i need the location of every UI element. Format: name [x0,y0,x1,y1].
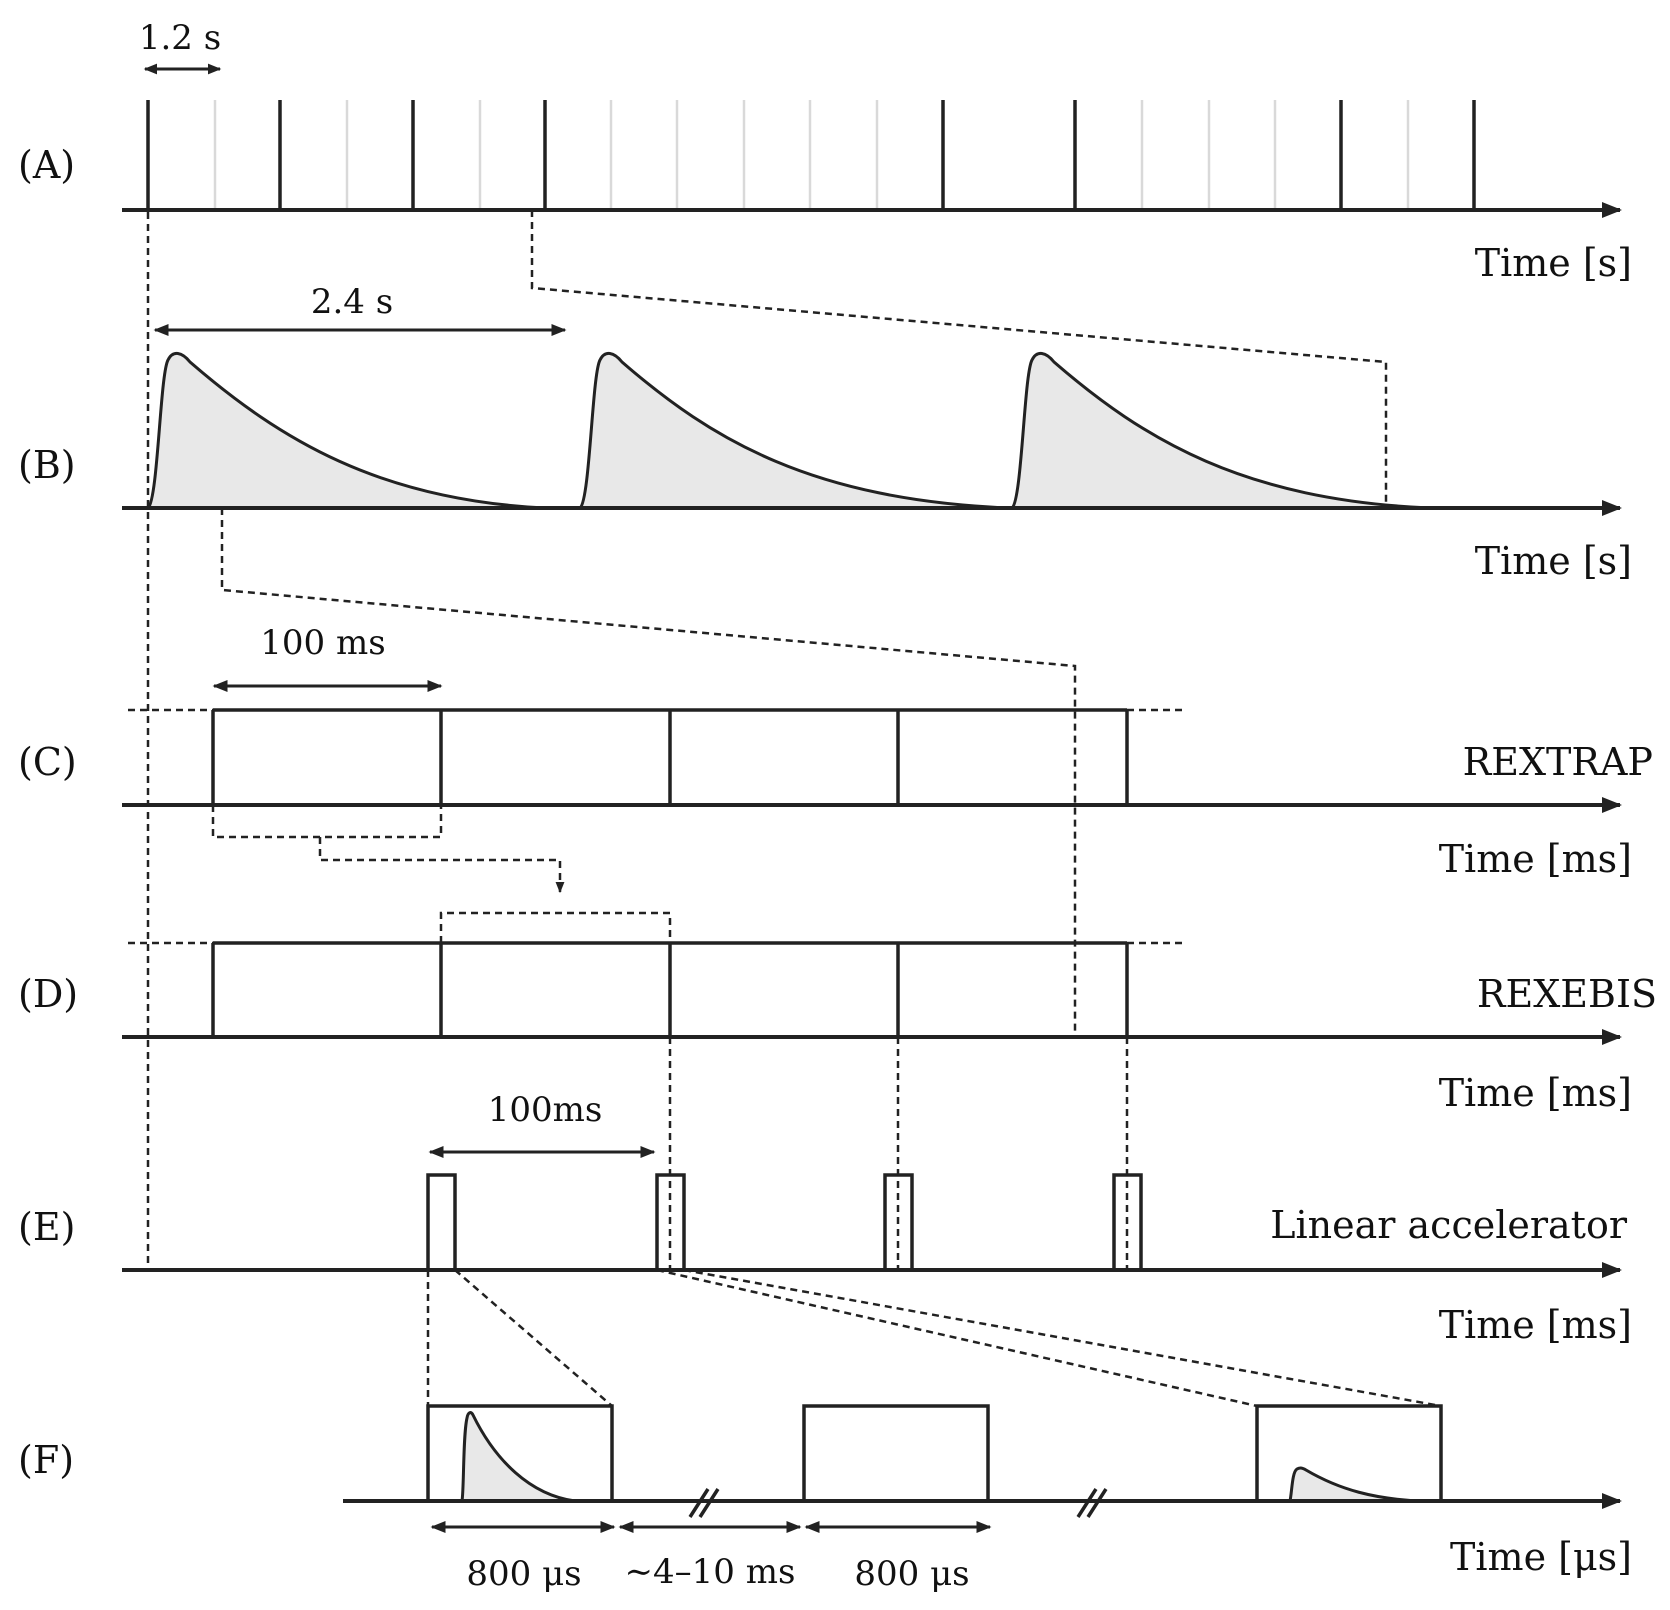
axis-label-b: Time [s] [1475,539,1632,583]
system-label-rextrap: REXTRAP [1463,740,1653,784]
row-f-rf-pulses [426,1404,1443,1503]
row-label-e: (E) [18,1205,75,1249]
proton-pulses [146,100,1476,210]
row-e-linac-pulses [426,1173,1143,1272]
row-d-rexebis-cycles [128,941,1185,1037]
axis-label-d: Time [ms] [1439,1071,1632,1115]
empty-pulse-slots [213,100,1410,210]
row-label-a: (A) [18,143,75,187]
label-rf-gap: ∼4–10 ms [625,1552,796,1592]
axis-f-break-marks [688,1488,1108,1518]
row-label-b: (B) [18,443,76,487]
row-label-f: (F) [18,1438,74,1482]
row-a-pulses [146,100,1476,210]
axis-label-f: Time [μs] [1450,1535,1632,1579]
label-linac-cycle: 100ms [488,1090,603,1130]
zoom-connectors [146,210,1442,1408]
row-b-release-curves [143,352,1431,510]
row-c-rextrap-cycles [128,708,1185,805]
row-label-c: (C) [18,740,77,784]
system-label-rexebis: REXEBIS [1477,972,1657,1016]
label-rf-pulse-1: 800 μs [466,1554,581,1594]
row-label-d: (D) [18,972,78,1016]
axis-label-c: Time [ms] [1439,837,1632,881]
label-rf-pulse-2: 800 μs [854,1554,969,1594]
system-label-linac: Linear accelerator [1270,1203,1628,1247]
axis-label-e: Time [ms] [1439,1303,1632,1347]
label-supercycle: 2.4 s [311,282,393,322]
axis-label-a: Time [s] [1475,241,1632,285]
label-trap-cycle: 100 ms [260,623,385,663]
label-pulse-spacing: 1.2 s [139,18,221,58]
